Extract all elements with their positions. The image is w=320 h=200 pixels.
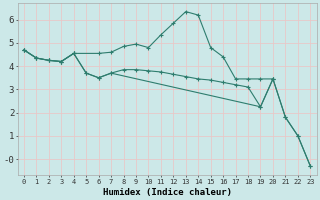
X-axis label: Humidex (Indice chaleur): Humidex (Indice chaleur) <box>103 188 232 197</box>
